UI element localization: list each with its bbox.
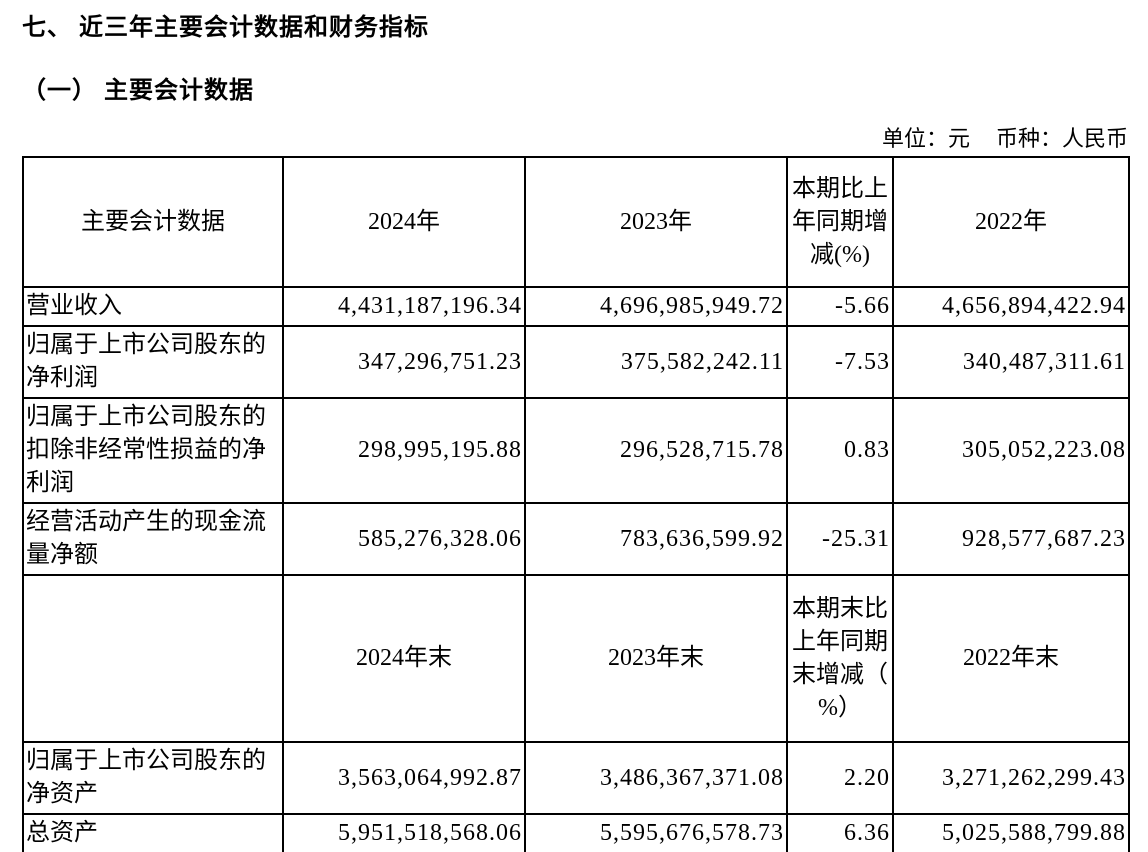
value-2023: 3,486,367,371.08	[524, 741, 788, 815]
value-change: -25.31	[786, 502, 894, 576]
col-header-blank	[22, 574, 284, 743]
period-end-header-row: 2024年末 2023年末 本期末比上年同期末增减（%） 2022年末	[22, 574, 1130, 743]
value-change: -5.66	[786, 286, 894, 327]
col-header-metric: 主要会计数据	[22, 156, 284, 288]
value-2024: 4,431,187,196.34	[282, 286, 526, 327]
value-2023: 783,636,599.92	[524, 502, 788, 576]
value-change: -7.53	[786, 325, 894, 399]
value-2023: 4,696,985,949.72	[524, 286, 788, 327]
unit-label: 单位：元	[881, 126, 970, 151]
row-label: 归属于上市公司股东的扣除非经常性损益的净利润	[22, 397, 284, 504]
table-row-net-profit-deducted: 归属于上市公司股东的扣除非经常性损益的净利润 298,995,195.88 29…	[22, 397, 1130, 504]
row-label: 总资产	[22, 813, 284, 852]
value-2022: 305,052,223.08	[892, 397, 1130, 504]
table-row-operating-cash-flow: 经营活动产生的现金流量净额 585,276,328.06 783,636,599…	[22, 502, 1130, 576]
table-row-total-assets: 总资产 5,951,518,568.06 5,595,676,578.73 6.…	[22, 813, 1130, 852]
table-row-revenue: 营业收入 4,431,187,196.34 4,696,985,949.72 -…	[22, 286, 1130, 327]
row-label: 营业收入	[22, 286, 284, 327]
table-row-net-assets: 归属于上市公司股东的净资产 3,563,064,992.87 3,486,367…	[22, 741, 1130, 815]
value-2024: 347,296,751.23	[282, 325, 526, 399]
table-row-net-profit: 归属于上市公司股东的净利润 347,296,751.23 375,582,242…	[22, 325, 1130, 399]
value-2022: 5,025,588,799.88	[892, 813, 1130, 852]
value-2022: 928,577,687.23	[892, 502, 1130, 576]
row-label: 经营活动产生的现金流量净额	[22, 502, 284, 576]
col-header-change: 本期比上年同期增减(%)	[786, 156, 894, 288]
value-2024: 298,995,195.88	[282, 397, 526, 504]
value-2022: 4,656,894,422.94	[892, 286, 1130, 327]
value-2023: 5,595,676,578.73	[524, 813, 788, 852]
col-header-end-change: 本期末比上年同期末增减（%）	[786, 574, 894, 743]
subsection-heading: （一） 主要会计数据	[22, 78, 254, 104]
value-change: 0.83	[786, 397, 894, 504]
value-2024: 5,951,518,568.06	[282, 813, 526, 852]
value-change: 6.36	[786, 813, 894, 852]
value-2022: 340,487,311.61	[892, 325, 1130, 399]
annual-header-row: 主要会计数据 2024年 2023年 本期比上年同期增减(%) 2022年	[22, 156, 1130, 288]
row-label: 归属于上市公司股东的净利润	[22, 325, 284, 399]
accounting-data-table: 主要会计数据 2024年 2023年 本期比上年同期增减(%) 2022年 营业…	[22, 156, 1130, 852]
value-change: 2.20	[786, 741, 894, 815]
col-header-2022-end: 2022年末	[892, 574, 1130, 743]
col-header-2023-end: 2023年末	[524, 574, 788, 743]
col-header-2022: 2022年	[892, 156, 1130, 288]
col-header-2024: 2024年	[282, 156, 526, 288]
value-2023: 296,528,715.78	[524, 397, 788, 504]
unit-currency-line: 单位：元 币种：人民币	[22, 127, 1128, 151]
currency-label: 币种：人民币	[995, 126, 1128, 151]
section-heading: 七、 近三年主要会计数据和财务指标	[22, 15, 429, 41]
col-header-2023: 2023年	[524, 156, 788, 288]
value-2022: 3,271,262,299.43	[892, 741, 1130, 815]
value-2023: 375,582,242.11	[524, 325, 788, 399]
value-2024: 585,276,328.06	[282, 502, 526, 576]
value-2024: 3,563,064,992.87	[282, 741, 526, 815]
row-label: 归属于上市公司股东的净资产	[22, 741, 284, 815]
col-header-2024-end: 2024年末	[282, 574, 526, 743]
